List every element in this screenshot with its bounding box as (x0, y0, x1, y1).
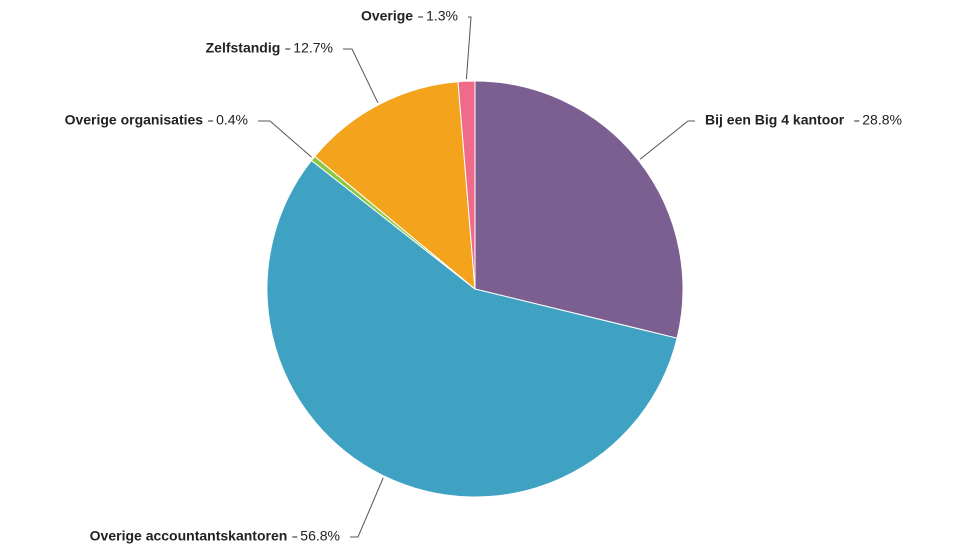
slice-label: Overige organisaties (65, 112, 204, 128)
leader-line (350, 477, 384, 538)
slice-value: 1.3% (426, 8, 458, 24)
leader-line (343, 48, 379, 104)
slice-value: 0.4% (216, 112, 248, 128)
leader-line (258, 120, 312, 158)
slice-value: 12.7% (293, 40, 333, 56)
slice-label: Overige accountantskantoren (90, 528, 288, 544)
pie-slice (266, 159, 678, 498)
slice-label: Overige (361, 8, 413, 24)
pie-slice (457, 80, 476, 290)
leader-line (465, 16, 472, 80)
slice-label: Zelfstandig (206, 40, 281, 56)
pie-slice (474, 80, 684, 339)
leader-line (639, 120, 695, 160)
pie-slice (314, 81, 476, 291)
slice-value: 28.8% (862, 112, 902, 128)
slice-value: 56.8% (300, 528, 340, 544)
slice-label: Bij een Big 4 kantoor (705, 112, 845, 128)
